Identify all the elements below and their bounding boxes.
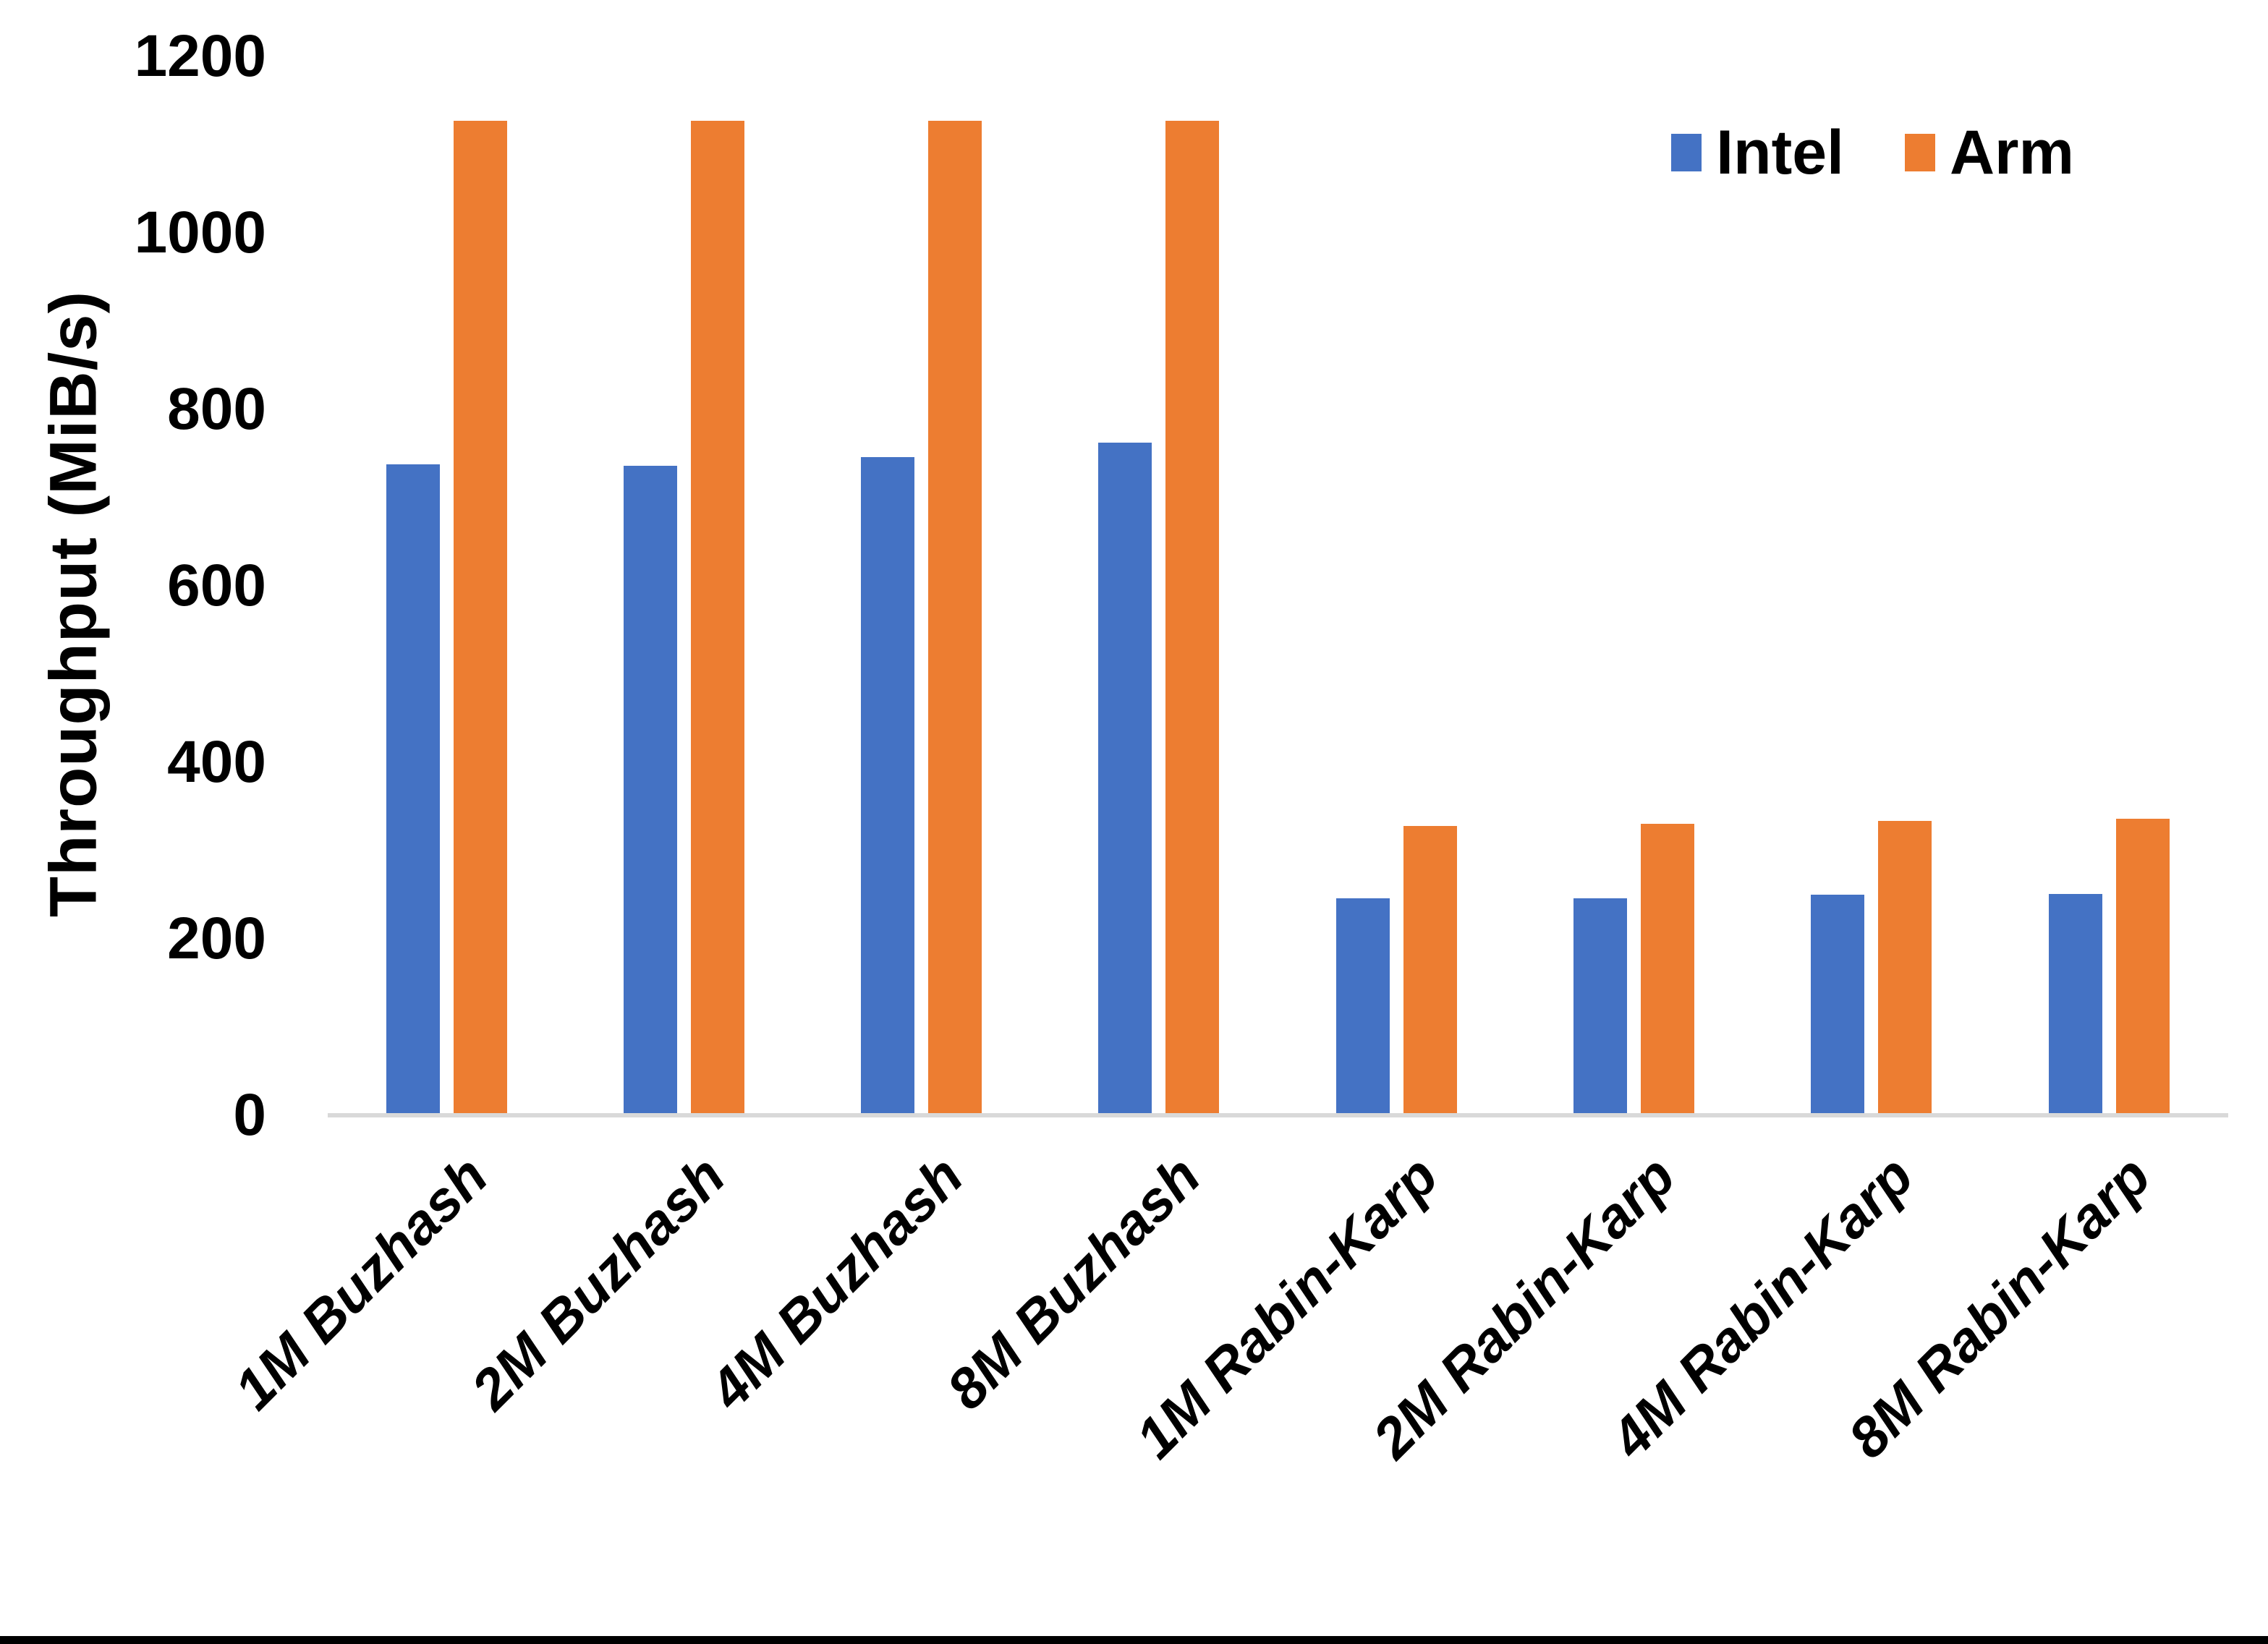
legend-label-intel: Intel xyxy=(1716,118,1844,187)
bar-arm-1m-rabin-karp xyxy=(1403,826,1457,1115)
bar-arm-2m-rabin-karp xyxy=(1641,824,1694,1115)
legend-swatch-intel xyxy=(1671,134,1702,171)
x-tick-label-4m-buzhash: 4M Buzhash xyxy=(697,1143,975,1422)
bar-arm-1m-buzhash xyxy=(454,121,507,1115)
bar-intel-4m-rabin-karp xyxy=(1811,895,1864,1115)
y-tick-label-0: 0 xyxy=(233,1082,266,1148)
bar-intel-8m-rabin-karp xyxy=(2049,894,2102,1115)
bar-intel-8m-buzhash xyxy=(1098,443,1152,1115)
legend-swatch-arm xyxy=(1904,134,1935,171)
bar-arm-8m-buzhash xyxy=(1165,121,1219,1115)
bar-intel-1m-buzhash xyxy=(386,464,440,1115)
y-tick-label-1200: 1200 xyxy=(134,23,266,89)
bar-arm-2m-buzhash xyxy=(691,121,744,1115)
y-tick-label-800: 800 xyxy=(167,376,266,442)
legend-label-arm: Arm xyxy=(1949,118,2074,187)
x-tick-label-2m-buzhash: 2M Buzhash xyxy=(459,1143,737,1422)
x-tick-label-1m-buzhash: 1M Buzhash xyxy=(221,1143,500,1422)
y-tick-label-1000: 1000 xyxy=(134,200,266,265)
legend-item-arm: Arm xyxy=(1904,118,2074,187)
bottom-border-strip xyxy=(0,1636,2268,1644)
bar-arm-4m-rabin-karp xyxy=(1878,821,1932,1115)
bar-intel-4m-buzhash xyxy=(861,457,914,1115)
bar-intel-1m-rabin-karp xyxy=(1336,898,1390,1115)
y-tick-label-600: 600 xyxy=(167,553,266,618)
legend-item-intel: Intel xyxy=(1671,122,1844,184)
x-axis-line xyxy=(328,1113,2228,1117)
bar-intel-2m-rabin-karp xyxy=(1573,898,1627,1115)
bar-arm-4m-buzhash xyxy=(928,121,982,1115)
legend: Intel Arm xyxy=(1671,122,2074,184)
y-tick-label-200: 200 xyxy=(167,906,266,971)
y-tick-label-400: 400 xyxy=(167,729,266,795)
bar-arm-8m-rabin-karp xyxy=(2116,819,2170,1115)
bar-intel-2m-buzhash xyxy=(624,466,677,1115)
